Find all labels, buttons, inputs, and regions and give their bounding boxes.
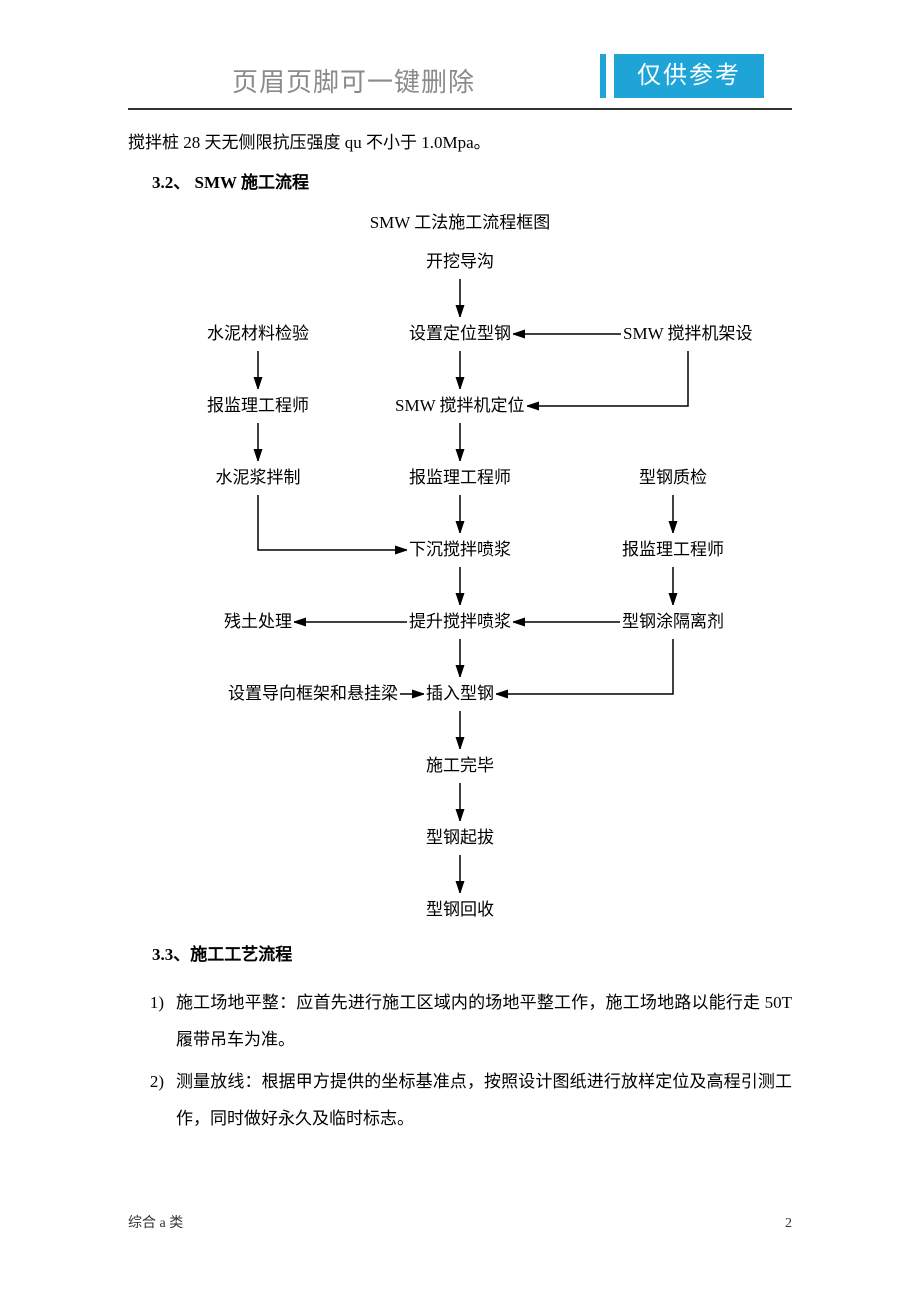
flow-node: SMW 搅拌机定位 bbox=[393, 389, 527, 423]
list-item-text: 测量放线：根据甲方提供的坐标基准点，按照设计图纸进行放样定位及高程引测工作，同时… bbox=[176, 1063, 792, 1138]
flow-node: 下沉搅拌喷浆 bbox=[407, 533, 513, 567]
section-heading-3-2: 3.2、 SMW 施工流程 bbox=[152, 166, 792, 200]
footer-page-number: 2 bbox=[785, 1216, 792, 1232]
flow-node: 残土处理 bbox=[222, 605, 294, 639]
header-divider bbox=[128, 108, 792, 110]
flow-node: 插入型钢 bbox=[424, 677, 496, 711]
flow-node: 型钢回收 bbox=[424, 893, 496, 927]
flow-node: 水泥材料检验 bbox=[205, 317, 311, 351]
smw-flowchart: 开挖导沟水泥材料检验设置定位型钢SMW 搅拌机架设报监理工程师SMW 搅拌机定位… bbox=[128, 252, 792, 932]
list-item-text: 施工场地平整：应首先进行施工区域内的场地平整工作，施工场地路以能行走 50T 履… bbox=[176, 984, 792, 1059]
process-list: 1)施工场地平整：应首先进行施工区域内的场地平整工作，施工场地路以能行走 50T… bbox=[128, 984, 792, 1138]
flow-node: 型钢起拔 bbox=[424, 821, 496, 855]
header-badge: 仅供参考 bbox=[614, 54, 764, 98]
flow-node: 报监理工程师 bbox=[205, 389, 311, 423]
page-header: 页眉页脚可一键删除 仅供参考 bbox=[0, 54, 920, 114]
flow-node: 设置定位型钢 bbox=[407, 317, 513, 351]
flow-node: 型钢涂隔离剂 bbox=[620, 605, 726, 639]
flow-node: 型钢质检 bbox=[637, 461, 709, 495]
list-item-number: 1) bbox=[128, 984, 176, 1059]
section-heading-3-3: 3.3、施工工艺流程 bbox=[152, 938, 792, 972]
page-content: 搅拌桩 28 天无侧限抗压强度 qu 不小于 1.0Mpa。 3.2、 SMW … bbox=[128, 126, 792, 1142]
flow-node: 开挖导沟 bbox=[424, 245, 496, 279]
list-item-number: 2) bbox=[128, 1063, 176, 1138]
flow-node: 施工完毕 bbox=[424, 749, 496, 783]
flow-node: 报监理工程师 bbox=[407, 461, 513, 495]
flow-node: 提升搅拌喷浆 bbox=[407, 605, 513, 639]
header-badge-bar bbox=[600, 54, 606, 98]
flow-node: 设置导向框架和悬挂梁 bbox=[226, 677, 400, 711]
header-title: 页眉页脚可一键删除 bbox=[232, 62, 475, 99]
paragraph-intro: 搅拌桩 28 天无侧限抗压强度 qu 不小于 1.0Mpa。 bbox=[128, 126, 792, 160]
flow-node: 水泥浆拌制 bbox=[214, 461, 303, 495]
list-item: 1)施工场地平整：应首先进行施工区域内的场地平整工作，施工场地路以能行走 50T… bbox=[128, 984, 792, 1059]
flow-node: 报监理工程师 bbox=[620, 533, 726, 567]
footer-category: 综合 a 类 bbox=[128, 1212, 183, 1232]
flow-node: SMW 搅拌机架设 bbox=[621, 317, 755, 351]
flowchart-title: SMW 工法施工流程框图 bbox=[128, 206, 792, 240]
list-item: 2)测量放线：根据甲方提供的坐标基准点，按照设计图纸进行放样定位及高程引测工作，… bbox=[128, 1063, 792, 1138]
